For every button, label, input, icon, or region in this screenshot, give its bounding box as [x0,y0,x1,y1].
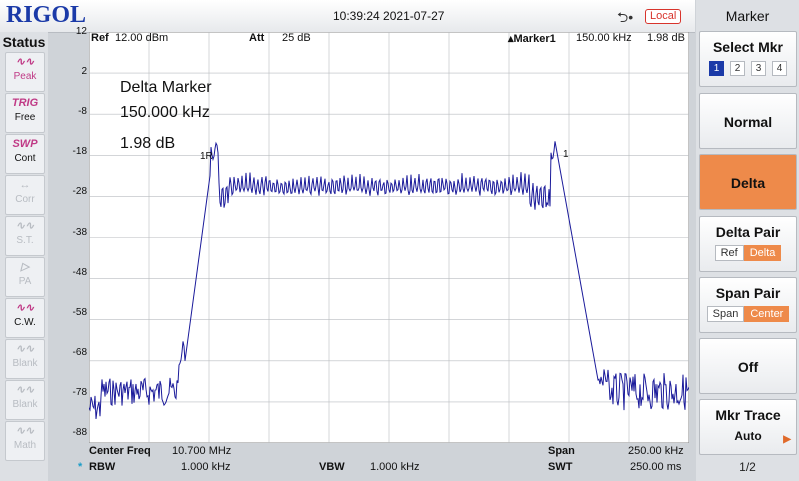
status-item-free[interactable]: TRIG Free [5,93,45,133]
select-marker-label: Select Mkr [712,39,784,55]
status-item-blank[interactable]: ∿∿ Blank [5,380,45,420]
y-tick-label: -28 [72,186,87,198]
ref-value[interactable]: 12.00 dBm [115,32,169,44]
marker-number-1[interactable]: 1 [709,61,724,76]
marker-level: 1.98 dB [647,32,685,44]
marker-trace-button[interactable]: Mkr Trace Auto ▶ [699,399,797,455]
status-item-math[interactable]: ∿∿ Math [5,421,45,461]
marker-freq: 150.00 kHz [576,32,632,44]
datetime: 10:39:24 2021-07-27 [333,9,445,23]
y-tick-label: -8 [78,106,87,118]
vbw-value[interactable]: 1.000 kHz [370,461,420,473]
status-item-label: Blank [12,399,38,410]
center-freq-value[interactable]: 10.700 MHz [172,445,232,457]
y-tick-label: -68 [72,346,87,358]
status-item-peak[interactable]: ∿∿ Peak [5,52,45,92]
swt-label: SWT [548,461,573,473]
off-label: Off [737,359,759,375]
status-item-label: PA [18,276,32,287]
spectrum-trace [89,141,689,420]
brand-logo: RIGOL [6,2,87,28]
y-tick-label: -88 [72,427,87,438]
blank-icon: ∿∿ [15,343,35,355]
span-label: Span [548,445,575,457]
att-label: Att [249,32,265,44]
marker-number-2[interactable]: 2 [730,61,745,76]
status-item-label: Free [14,112,36,123]
marker-trace-value: Auto [734,429,762,443]
off-button[interactable]: Off [699,338,797,394]
rbw-manual-indicator: * [78,461,83,473]
status-item-pa[interactable]: ▷ PA [5,257,45,297]
rbw-value[interactable]: 1.000 kHz [181,461,231,473]
status-item-st[interactable]: ∿∿ S.T. [5,216,45,256]
delta-pair-label: Delta Pair [715,224,781,240]
y-tick-label: -78 [72,386,87,398]
annotation-line-3: 1.98 dB [120,135,175,152]
status-item-cw[interactable]: ∿∿ C.W. [5,298,45,338]
spectrum-display: 1R 1 Delta Marker 150.000 kHz 1.98 dB [89,32,689,443]
status-item-blank[interactable]: ∿∿ Blank [5,339,45,379]
marker-number-3[interactable]: 3 [751,61,766,76]
y-tick-label: -48 [72,266,87,278]
peak-icon: ∿∿ [15,56,35,68]
center-freq-label: Center Freq [89,445,151,457]
status-item-label: Peak [13,71,37,82]
marker-trace-label: Mkr Trace [715,407,781,423]
vbw-label: VBW [319,461,345,473]
rbw-label: RBW [89,461,116,473]
delta-pair-button[interactable]: Delta Pair Ref Delta [699,216,797,272]
delta-marker-tag: 1 [563,149,569,160]
status-item-label: Cont [14,153,36,164]
status-item-cont[interactable]: SWP Cont [5,134,45,174]
submenu-arrow-icon: ▶ [783,434,791,445]
swt-value[interactable]: 250.00 ms [630,461,682,473]
y-tick-label: 2 [81,66,87,78]
y-tick-label: 12 [75,26,87,37]
y-tick-label: -38 [72,226,87,238]
status-item-label: C.W. [14,317,36,328]
st-icon: ∿∿ [15,220,35,232]
status-item-label: Math [13,440,37,451]
local-badge: Local [645,9,682,24]
span-pair-button[interactable]: Span Pair Span Center [699,277,797,333]
marker-label: ▴Marker1 [508,33,556,45]
display-header: Ref 12.00 dBm Att 25 dB ▴Marker1 150.00 … [89,32,689,45]
delta-button[interactable]: Delta [699,154,797,210]
y-tick-label: -18 [72,146,87,158]
annotation-line-1: Delta Marker [120,79,212,96]
status-item-label: Corr [15,194,35,205]
math-icon: ∿∿ [15,425,35,437]
swp-icon: SWP [12,138,38,150]
y-tick-label: -58 [72,306,87,318]
delta-label: Delta [730,175,766,191]
usb-icon: ⮌• [617,9,634,25]
delta-pair-delta-option: Delta [743,245,782,261]
reference-marker-tag: 1R [200,151,213,162]
status-item-corr[interactable]: ↔ Corr [5,175,45,215]
span-pair-center-option: Center [744,306,790,322]
menu-page-indicator[interactable]: 1/2 [739,460,756,474]
status-item-label: S.T. [16,235,34,246]
normal-button[interactable]: Normal [699,93,797,149]
marker-number-4[interactable]: 4 [772,61,787,76]
status-title: Status [2,34,46,50]
cw-icon: ∿∿ [15,302,35,314]
ref-label: Ref [91,32,109,44]
status-item-label: Blank [12,358,38,369]
annotation-line-2: 150.000 kHz [120,104,210,121]
span-pair-label: Span Pair [715,285,781,301]
normal-label: Normal [723,114,773,130]
menu-title: Marker [725,8,770,24]
pa-icon: ▷ [20,261,30,273]
delta-pair-ref-option: Ref [714,245,744,261]
blank-icon: ∿∿ [15,384,35,396]
trig-icon: TRIG [11,97,39,109]
span-value[interactable]: 250.00 kHz [628,445,684,457]
corr-icon: ↔ [19,179,31,191]
span-pair-span-option: Span [706,306,745,322]
att-value[interactable]: 25 dB [282,32,311,44]
